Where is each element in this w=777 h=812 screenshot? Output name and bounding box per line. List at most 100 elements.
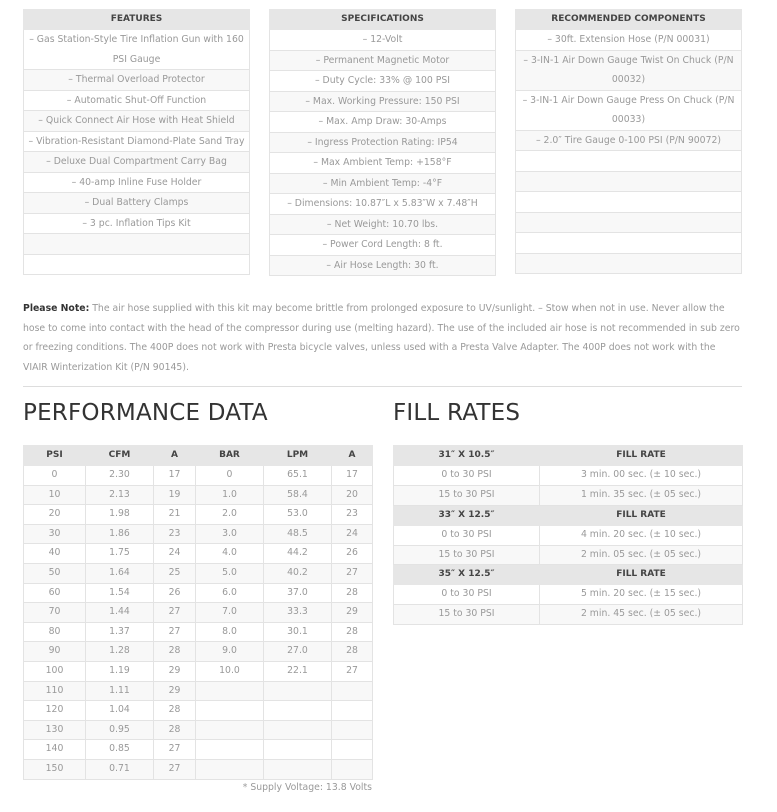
fill-rates-table: 31″ X 10.5″ FILL RATE 0 to 30 PSI 3 min. 00… [393,445,743,626]
table-row: 90 1.28 28 9.0 27.0 28 [23,641,373,662]
pressure-range: 0 to 30 PSI [393,524,540,546]
table-cell: 26 [153,582,196,604]
table-cell: 37.0 [263,582,332,604]
table-cell: 120 [23,700,86,721]
table-row: 80 1.37 27 8.0 30.1 28 [23,621,373,643]
note-text: The air hose supplied with this kit may … [23,303,740,373]
table-cell: 24 [331,523,373,545]
table-row: 0 to 30 PSI 5 min. 20 sec. (± 15 sec.) [393,584,743,606]
pressure-range: 15 to 30 PSI [393,484,540,506]
divider [23,386,742,387]
note-label: Please Note: [23,303,90,314]
table-row: 0 to 30 PSI 3 min. 00 sec. (± 10 sec.) [393,464,743,486]
list-item: – Gas Station-Style Tire Inflation Gun w… [23,29,250,70]
table-cell [263,719,332,741]
table-cell: 4.0 [195,543,264,564]
list-item [515,150,742,172]
table-cell: 65.1 [263,465,332,486]
table-row: – Thermal Overload Protector [23,69,250,91]
table-cell: 1.04 [85,700,154,721]
table-cell [195,758,264,780]
specifications-table: SPECIFICATIONS – 12-Volt – Permanent Magne… [269,9,496,276]
list-item: – Duty Cycle: 33% @ 100 PSI [269,70,496,92]
table-cell: 1.11 [85,680,154,702]
table-cell [263,739,332,760]
table-cell: 8.0 [195,621,264,643]
list-item: – Permanent Magnetic Motor [269,49,496,71]
table-row: – Ingress Protection Rating: IP54 [269,131,496,153]
table-row: – Max. Amp Draw: 30-Amps [269,111,496,133]
table-cell: 28 [153,719,196,741]
header-row: SPECIFICATIONS [269,9,496,30]
table-row [515,170,742,192]
table-row: 70 1.44 27 7.0 33.3 29 [23,602,373,623]
table-row: – Permanent Magnetic Motor [269,49,496,71]
list-item: – 30ft. Extension Hose (P/N 00031) [515,29,742,51]
tire-size-header: 33″ X 12.5″ [393,504,540,526]
table-cell: 27 [153,602,196,623]
fill-time: 4 min. 20 sec. (± 10 sec.) [539,524,743,546]
table-cell [263,680,332,702]
table-cell: 90 [23,641,86,662]
table-cell [331,758,373,780]
table-cell: 48.5 [263,523,332,545]
performance-table: PSI CFM A BAR LPM A 0 2.30 17 0 65.1 17 10 2.13 19 1.0 5… [23,445,373,780]
supply-voltage-footnote: * Supply Voltage: 13.8 Volts [242,782,372,793]
column-header-lpm: LPM [263,445,332,466]
table-cell [195,719,264,741]
pressure-range: 15 to 30 PSI [393,544,540,566]
table-row: – Max Ambient Temp: +158°F [269,152,496,174]
list-item: – Max. Working Pressure: 150 PSI [269,90,496,112]
table-row: 100 1.19 29 10.0 22.1 27 [23,660,373,682]
table-row [515,232,742,254]
table-row: – Deluxe Dual Compartment Carry Bag [23,151,250,173]
list-item: – Dimensions: 10.87″L x 5.83″W x 7.48″H [269,193,496,215]
table-cell: 5.0 [195,562,264,584]
fill-rate-header: FILL RATE [539,504,743,526]
fill-time: 2 min. 45 sec. (± 05 sec.) [539,604,743,626]
table-cell: 20 [331,484,373,506]
table-row: 120 1.04 28 [23,700,373,721]
list-item: – Net Weight: 10.70 lbs. [269,213,496,235]
table-cell [331,739,373,760]
table-cell: 27.0 [263,641,332,662]
column-header: FEATURES [23,9,250,30]
table-cell: 28 [153,641,196,662]
table-row [515,252,742,274]
list-item: – Air Hose Length: 30 ft. [269,254,496,276]
table-cell: 1.37 [85,621,154,643]
pressure-range: 0 to 30 PSI [393,464,540,486]
table-cell: 26 [331,543,373,564]
table-cell: 100 [23,660,86,682]
table-cell: 28 [331,621,373,643]
table-row: – 40-amp Inline Fuse Holder [23,171,250,193]
table-row [515,191,742,213]
list-item: – Min Ambient Temp: -4°F [269,172,496,194]
group-header-row: 31″ X 10.5″ FILL RATE [393,445,743,466]
pressure-range: 15 to 30 PSI [393,604,540,626]
table-cell: 29 [153,660,196,682]
table-cell [263,758,332,780]
group-header-row: 35″ X 12.5″ FILL RATE [393,564,743,586]
table-cell: 0.71 [85,758,154,780]
table-row: 130 0.95 28 [23,719,373,741]
table-cell: 1.98 [85,504,154,525]
list-item: – Quick Connect Air Hose with Heat Shiel… [23,110,250,132]
table-cell [331,700,373,721]
table-row: – Max. Working Pressure: 150 PSI [269,90,496,112]
list-item: – Vibration-Resistant Diamond-Plate Sand… [23,130,250,152]
list-item: – Max. Amp Draw: 30-Amps [269,111,496,133]
column-header-psi: PSI [23,445,86,466]
table-row: 10 2.13 19 1.0 58.4 20 [23,484,373,506]
column-header-bar: BAR [195,445,264,466]
list-item: – Deluxe Dual Compartment Carry Bag [23,151,250,173]
table-row [23,253,250,275]
list-item [515,252,742,274]
table-row: 15 to 30 PSI 1 min. 35 sec. (± 05 sec.) [393,484,743,506]
list-item: – Thermal Overload Protector [23,69,250,91]
table-row: – Net Weight: 10.70 lbs. [269,213,496,235]
table-cell: 80 [23,621,86,643]
table-cell: 0 [195,465,264,486]
table-cell: 9.0 [195,641,264,662]
table-cell: 23 [331,504,373,525]
